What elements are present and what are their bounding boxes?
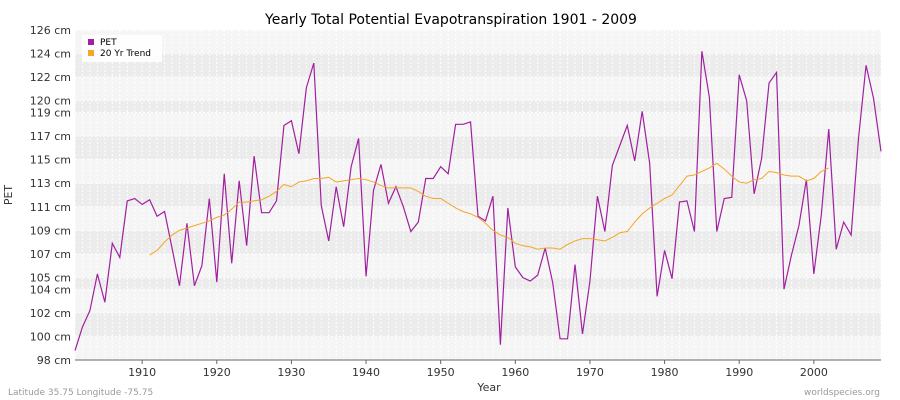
y-tick-label: 115 cm [30,154,71,167]
y-tick-label: 119 cm [30,107,71,120]
legend-box [82,35,162,62]
x-axis-label: Year [476,381,501,394]
y-tick-label: 122 cm [30,71,71,84]
y-axis-label: PET [2,185,15,206]
y-tick-label: 104 cm [30,283,71,296]
legend-swatch-pet [88,39,94,45]
x-tick-label: 1920 [203,366,231,379]
x-axis-ticks: 1910 1920 1930 1940 1950 1960 1970 1980 1990 2000 [128,360,828,379]
y-tick-label: 126 cm [30,24,71,37]
series-line-pet [74,51,882,351]
legend-swatch-trend [88,50,94,56]
y-tick-label: 117 cm [30,130,71,143]
footer-location: Latitude 35.75 Longitude -75.75 [8,388,153,398]
y-tick-label: 124 cm [30,48,71,61]
x-tick-label: 1970 [576,366,604,379]
series-group [74,51,882,351]
y-tick-label: 109 cm [30,224,71,237]
y-tick-label: 98 cm [37,354,71,367]
x-tick-label: 2000 [800,366,828,379]
x-tick-label: 1940 [352,366,380,379]
series-line-trend [149,162,829,256]
background-band [75,53,881,78]
x-tick-label: 1930 [277,366,305,379]
x-tick-label: 1910 [128,366,156,379]
background-band [75,312,881,337]
legend-label-pet: PET [100,38,117,48]
y-tick-label: 111 cm [30,201,71,214]
x-tick-label: 1950 [427,366,455,379]
y-tick-label: 107 cm [30,248,71,261]
footer-source: worldspecies.org [804,388,880,398]
y-tick-label: 120 cm [30,95,71,108]
x-tick-label: 1980 [651,366,679,379]
y-tick-label: 102 cm [30,307,71,320]
x-tick-label: 1990 [725,366,753,379]
y-tick-label: 100 cm [30,330,71,343]
y-tick-label: 105 cm [30,272,71,285]
x-tick-label: 1960 [501,366,529,379]
legend: PET 20 Yr Trend [82,35,162,62]
y-tick-label: 113 cm [30,177,71,190]
legend-label-trend: 20 Yr Trend [100,49,151,59]
chart-title: Yearly Total Potential Evapotranspiratio… [264,12,637,28]
